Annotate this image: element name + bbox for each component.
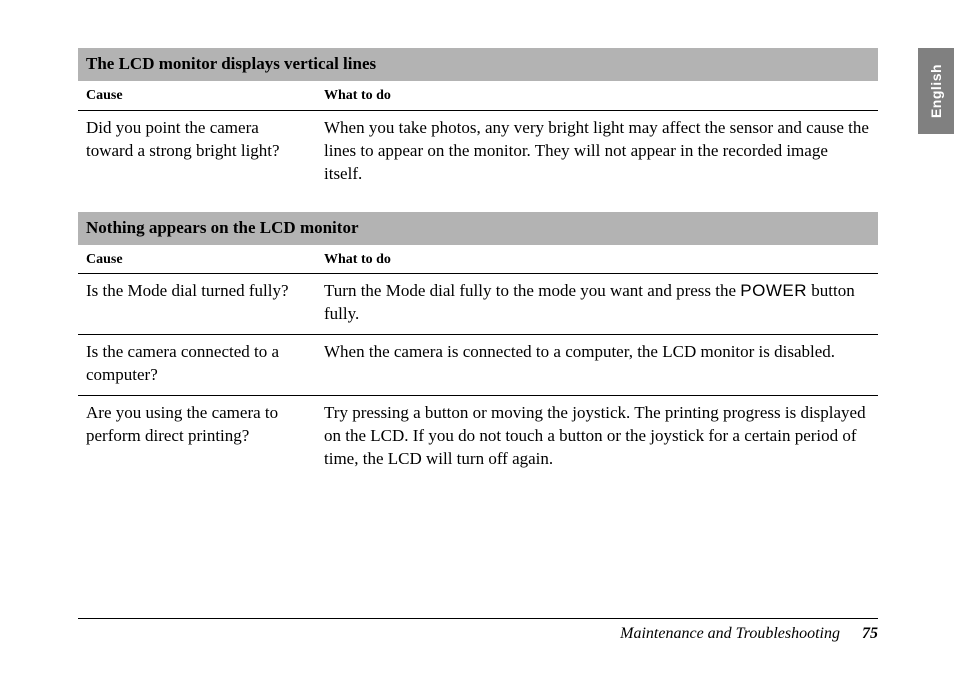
trouble-table-2: Nothing appears on the LCD monitor Cause…: [78, 212, 878, 479]
cell-cause: Is the Mode dial turned fully?: [78, 274, 316, 335]
footer-section-title: Maintenance and Troubleshooting: [620, 625, 840, 642]
language-tab: English: [918, 48, 954, 134]
language-tab-label: English: [928, 64, 944, 118]
table-title: The LCD monitor displays vertical lines: [78, 48, 878, 81]
table-row: Is the camera connected to a computer? W…: [78, 335, 878, 396]
table-header-row: Cause What to do: [78, 245, 878, 274]
page-footer: Maintenance and Troubleshooting 75: [78, 618, 878, 643]
cell-action: Try pressing a button or moving the joys…: [316, 396, 878, 479]
table-title: Nothing appears on the LCD monitor: [78, 212, 878, 245]
cell-action: When you take photos, any very bright li…: [316, 110, 878, 193]
col-header-action: What to do: [316, 245, 878, 274]
table-row: Is the Mode dial turned fully? Turn the …: [78, 274, 878, 335]
col-header-cause: Cause: [78, 245, 316, 274]
table-title-row: Nothing appears on the LCD monitor: [78, 212, 878, 245]
trouble-table-1: The LCD monitor displays vertical lines …: [78, 48, 878, 194]
cell-cause: Did you point the camera toward a strong…: [78, 110, 316, 193]
page-content: The LCD monitor displays vertical lines …: [78, 48, 878, 497]
action-text: Turn the Mode dial fully to the mode you…: [324, 281, 740, 300]
page-number: 75: [862, 625, 878, 642]
cell-cause: Are you using the camera to perform dire…: [78, 396, 316, 479]
footer-rule: [78, 618, 878, 619]
table-header-row: Cause What to do: [78, 81, 878, 110]
cell-action: Turn the Mode dial fully to the mode you…: [316, 274, 878, 335]
cell-action: When the camera is connected to a comput…: [316, 335, 878, 396]
cell-cause: Is the camera connected to a computer?: [78, 335, 316, 396]
col-header-action: What to do: [316, 81, 878, 110]
table-row: Are you using the camera to perform dire…: [78, 396, 878, 479]
table-title-row: The LCD monitor displays vertical lines: [78, 48, 878, 81]
footer-line: Maintenance and Troubleshooting 75: [78, 625, 878, 643]
col-header-cause: Cause: [78, 81, 316, 110]
table-row: Did you point the camera toward a strong…: [78, 110, 878, 193]
power-button-label: POWER: [740, 281, 807, 300]
